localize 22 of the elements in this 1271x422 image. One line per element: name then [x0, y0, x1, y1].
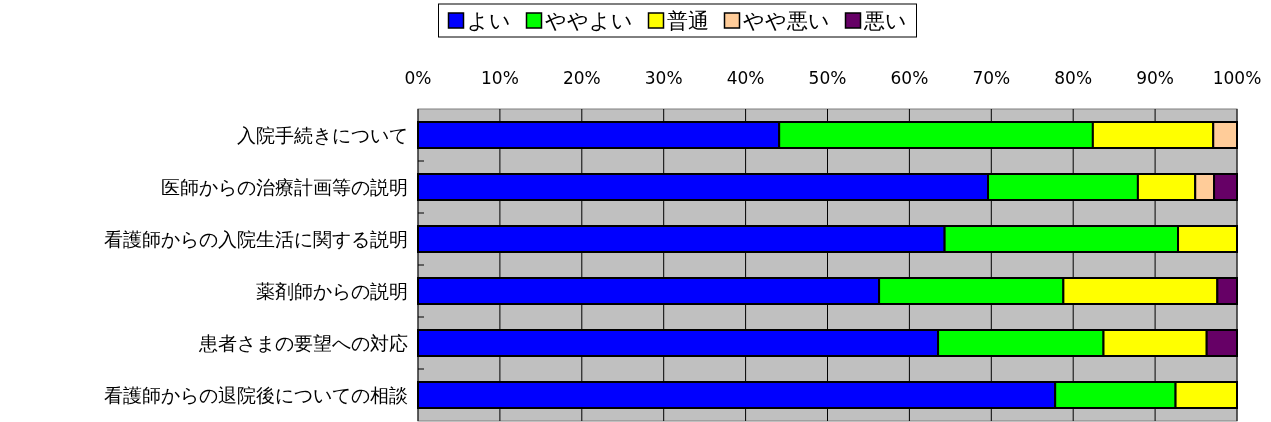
x-tick-label: 80% — [1054, 68, 1093, 88]
legend-label: ややよい — [544, 9, 633, 33]
legend-label: 普通 — [666, 9, 709, 33]
y-tick-label: 患者さまの要望への対応 — [198, 332, 408, 354]
y-tick-label: 医師からの治療計画等の説明 — [161, 176, 408, 198]
x-tick-label: 100% — [1212, 68, 1262, 88]
x-tick-label: 20% — [562, 68, 601, 88]
x-tick-label: 50% — [808, 68, 847, 88]
x-tick-label: 40% — [726, 68, 765, 88]
x-tick-label: 0% — [404, 68, 432, 88]
x-tick-label: 30% — [644, 68, 683, 88]
y-tick-label: 看護師からの退院後についての相談 — [104, 384, 408, 406]
y-tick-label: 看護師からの入院生活に関する説明 — [104, 228, 408, 250]
x-tick-label: 90% — [1136, 68, 1174, 88]
legend-label: 悪い — [862, 9, 907, 33]
y-tick-label: 薬剤師からの説明 — [256, 280, 408, 302]
x-tick-label: 70% — [972, 68, 1011, 88]
legend-label: やや悪い — [742, 9, 830, 33]
legend-label: よい — [466, 9, 511, 33]
x-tick-label: 60% — [890, 68, 929, 88]
x-tick-label: 10% — [481, 68, 519, 88]
y-tick-label: 入院手続きについて — [237, 124, 408, 146]
